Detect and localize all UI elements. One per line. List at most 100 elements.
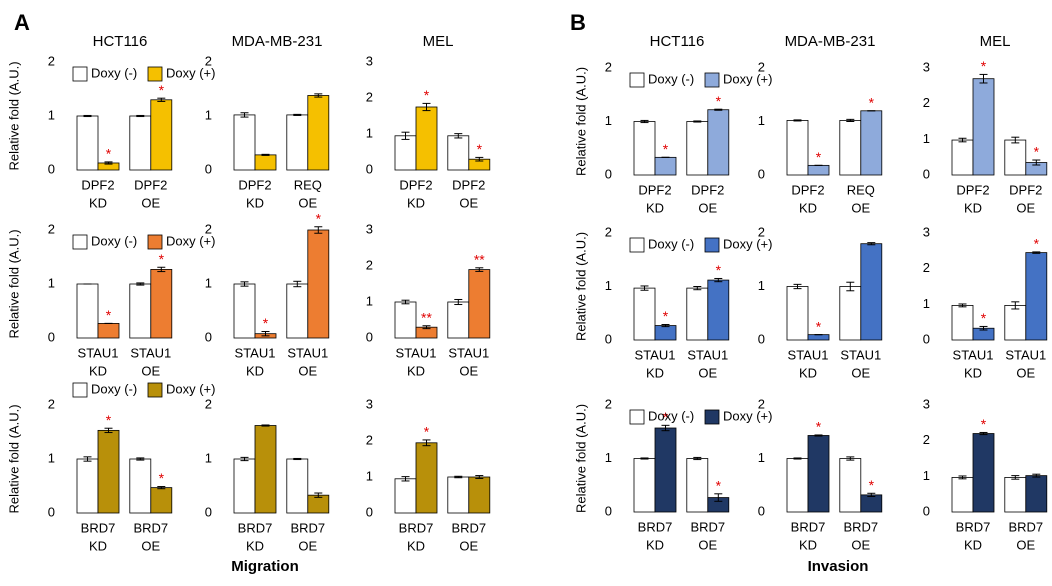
significance: * bbox=[159, 251, 165, 267]
y-tick-label: 1 bbox=[366, 293, 373, 308]
y-tick-label: 3 bbox=[366, 221, 373, 236]
x-tick-label: KD bbox=[89, 363, 107, 378]
bar bbox=[254, 425, 277, 514]
significance: * bbox=[663, 308, 669, 324]
error-bar bbox=[661, 424, 670, 432]
panel-label: A bbox=[14, 10, 30, 35]
error-bar bbox=[157, 97, 166, 102]
x-tick-label: DPF2 bbox=[638, 182, 671, 197]
x-tick-label: OE bbox=[851, 365, 870, 380]
y-tick-label: 2 bbox=[605, 396, 612, 411]
x-tick-label: BRD7 bbox=[81, 520, 116, 535]
y-tick-label: 2 bbox=[758, 59, 765, 74]
significance: * bbox=[716, 93, 722, 109]
x-tick-label: DPF2 bbox=[134, 177, 167, 192]
significance: * bbox=[869, 95, 875, 111]
error-bar bbox=[793, 283, 802, 290]
x-tick-label: OE bbox=[141, 538, 160, 553]
x-tick-label: OE bbox=[698, 200, 717, 215]
bar bbox=[233, 458, 256, 514]
error-bar bbox=[1011, 136, 1020, 144]
bar bbox=[860, 243, 883, 341]
bar bbox=[807, 164, 830, 176]
bar bbox=[1004, 139, 1027, 176]
bar bbox=[394, 478, 417, 514]
bar bbox=[839, 120, 862, 176]
significance: * bbox=[106, 412, 112, 428]
x-tick-label: KD bbox=[646, 537, 664, 552]
y-tick-label: 1 bbox=[605, 278, 612, 293]
significance: * bbox=[663, 409, 669, 425]
bar bbox=[951, 139, 974, 176]
error-bar bbox=[136, 282, 145, 286]
x-tick-label: KD bbox=[964, 537, 982, 552]
y-axis-label: Relative fold (A.U.) bbox=[6, 404, 21, 513]
legend-swatch bbox=[72, 234, 88, 250]
y-tick-label: 3 bbox=[366, 396, 373, 411]
x-tick-label: DPF2 bbox=[956, 182, 989, 197]
bar bbox=[447, 135, 470, 171]
x-tick-label: KD bbox=[407, 363, 425, 378]
bar bbox=[307, 229, 330, 339]
x-tick-label: REQ bbox=[847, 182, 875, 197]
significance: * bbox=[716, 262, 722, 278]
error-bar bbox=[958, 475, 967, 480]
x-tick-label: BRD7 bbox=[1008, 519, 1043, 534]
y-tick-label: 2 bbox=[758, 224, 765, 239]
significance: * bbox=[816, 419, 822, 435]
x-tick-label: STAU1 bbox=[687, 347, 728, 362]
error-bar bbox=[293, 113, 302, 116]
bar bbox=[839, 286, 862, 341]
error-bar bbox=[454, 298, 463, 306]
bar bbox=[97, 429, 120, 514]
x-tick-label: STAU1 bbox=[448, 345, 489, 360]
x-tick-label: BRD7 bbox=[451, 520, 486, 535]
legend-label: Doxy (+) bbox=[723, 408, 772, 423]
x-tick-label: REQ bbox=[294, 177, 322, 192]
bar bbox=[807, 334, 830, 341]
x-tick-label: BRD7 bbox=[638, 519, 673, 534]
error-bar bbox=[846, 118, 855, 122]
error-bar bbox=[793, 119, 802, 122]
y-tick-label: 0 bbox=[923, 503, 930, 518]
error-bar bbox=[1032, 251, 1041, 254]
bar bbox=[286, 114, 309, 171]
x-tick-label: KD bbox=[89, 538, 107, 553]
y-tick-label: 1 bbox=[758, 113, 765, 128]
significance: * bbox=[424, 87, 430, 103]
error-bar bbox=[401, 131, 410, 140]
y-tick-label: 3 bbox=[923, 59, 930, 74]
y-tick-label: 1 bbox=[923, 468, 930, 483]
error-bar bbox=[979, 431, 988, 436]
y-tick-label: 0 bbox=[366, 161, 373, 176]
significance: ** bbox=[421, 309, 432, 325]
y-tick-label: 0 bbox=[605, 503, 612, 518]
bar bbox=[654, 156, 677, 176]
bar bbox=[860, 110, 883, 176]
x-tick-label: DPF2 bbox=[399, 177, 432, 192]
x-tick-label: KD bbox=[799, 200, 817, 215]
y-axis-label: Relative fold (A.U.) bbox=[573, 232, 588, 341]
error-bar bbox=[979, 325, 988, 331]
error-bar bbox=[136, 457, 145, 461]
error-bar bbox=[422, 325, 431, 330]
bar bbox=[233, 283, 256, 339]
x-tick-label: BRD7 bbox=[791, 519, 826, 534]
bar bbox=[1025, 252, 1048, 341]
error-bar bbox=[314, 93, 323, 98]
bar bbox=[786, 458, 809, 513]
column-title: MEL bbox=[423, 33, 454, 50]
error-bar bbox=[293, 457, 302, 461]
bar bbox=[1004, 305, 1027, 341]
error-bar bbox=[136, 114, 145, 118]
x-tick-label: STAU1 bbox=[1005, 347, 1046, 362]
x-tick-label: KD bbox=[89, 195, 107, 210]
y-tick-label: 0 bbox=[605, 331, 612, 346]
x-tick-label: DPF2 bbox=[691, 182, 724, 197]
y-tick-label: 0 bbox=[605, 166, 612, 181]
significance: * bbox=[663, 141, 669, 157]
significance: * bbox=[106, 146, 112, 162]
bar bbox=[129, 458, 152, 514]
x-tick-label: BRD7 bbox=[290, 520, 325, 535]
error-bar bbox=[475, 267, 484, 272]
